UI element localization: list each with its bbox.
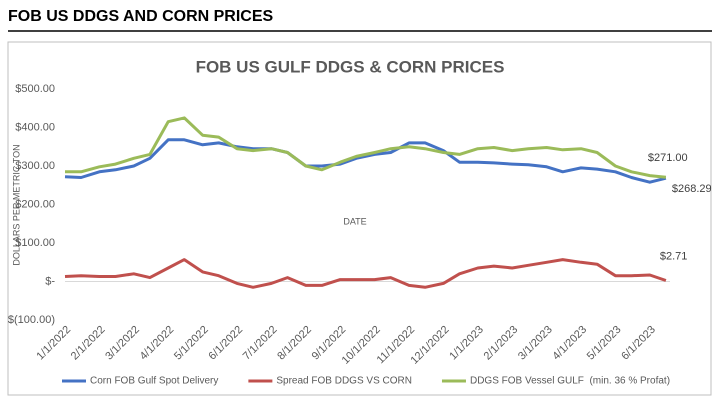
- y-tick-label: $-: [45, 275, 55, 287]
- y-tick-label: $200.00: [15, 198, 55, 210]
- x-tick-label: 5/1/2023: [585, 324, 624, 363]
- data-label: $268.29: [672, 183, 712, 195]
- x-tick-label: 7/1/2022: [241, 324, 280, 363]
- y-axis-label: DOLLARS PER METRIC TON: [11, 144, 21, 265]
- legend-label: DDGS FOB Vessel GULF (min. 36 % Profat): [470, 376, 670, 387]
- x-tick-label: 8/1/2022: [275, 324, 314, 363]
- legend-label: Corn FOB Gulf Spot Delivery: [90, 376, 218, 387]
- x-tick-label: 1/1/2022: [34, 324, 73, 363]
- page-header: FOB US DDGS AND CORN PRICES: [8, 8, 274, 25]
- y-tick-label: $400.00: [15, 121, 55, 133]
- x-tick-label: 6/1/2022: [206, 324, 245, 363]
- y-tick-label: $100.00: [15, 237, 55, 249]
- y-tick-label: $300.00: [15, 160, 55, 172]
- x-tick-label: 3/1/2023: [516, 324, 555, 363]
- series-line: [64, 258, 667, 289]
- series-line: [65, 116, 667, 179]
- series-line: [64, 138, 667, 184]
- x-tick-label: 4/1/2023: [550, 324, 589, 363]
- x-tick-label: 4/1/2022: [138, 324, 177, 363]
- x-tick-label: 2/1/2022: [69, 324, 108, 363]
- y-tick-label: $500.00: [15, 83, 55, 95]
- x-tick-label: 2/1/2023: [482, 324, 521, 363]
- x-tick-label: 1/1/2023: [447, 324, 486, 363]
- data-label: $2.71: [660, 250, 688, 262]
- x-tick-label: 6/1/2023: [619, 324, 658, 363]
- chart-title: FOB US GULF DDGS & CORN PRICES: [196, 57, 505, 76]
- legend-label: Spread FOB DDGS VS CORN: [276, 376, 412, 387]
- x-axis-label: DATE: [343, 216, 366, 226]
- x-tick-label: 3/1/2022: [103, 324, 142, 363]
- chart-frame: [7, 41, 712, 396]
- y-tick-label: $(100.00): [8, 314, 55, 326]
- data-label: $271.00: [648, 152, 688, 164]
- x-tick-label: 5/1/2022: [172, 324, 211, 363]
